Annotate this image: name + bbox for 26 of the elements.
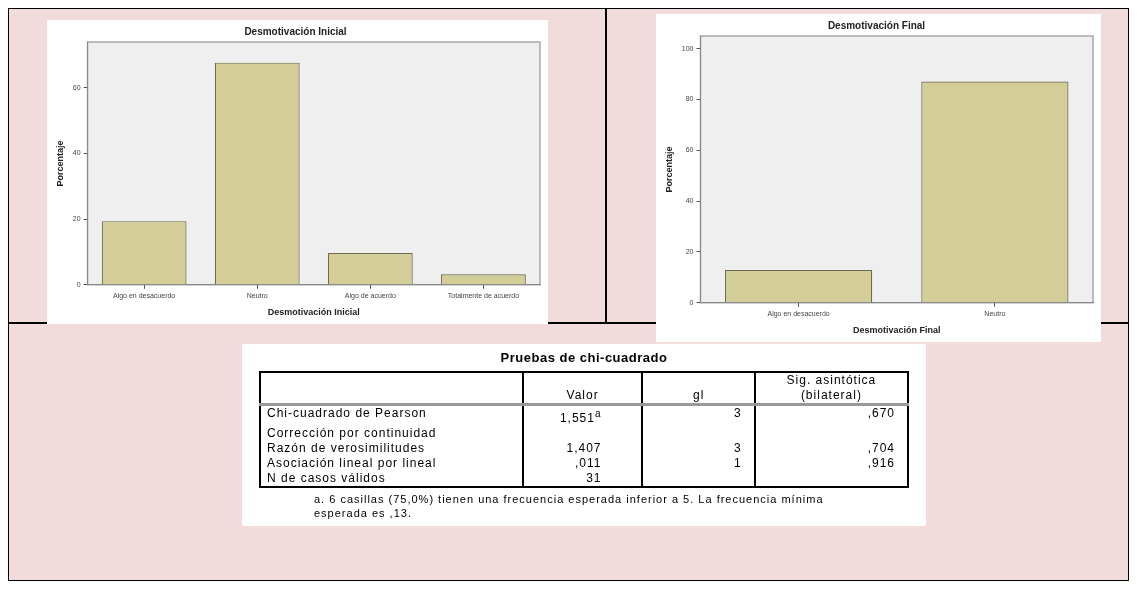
text: 1,407 xyxy=(566,441,602,455)
x-axis-title: Desmotivación Final xyxy=(852,325,941,336)
text: Pruebas de chi-cuadrado xyxy=(499,350,669,365)
text: a. 6 casillas (75,0%) tienen una frecuencia esperada inferior a 5. La frecuencia mínima esperada es ,13. xyxy=(314,492,825,520)
chart-title: Desmotivación Final xyxy=(827,19,926,31)
category-label: Razón de verosimilitudes xyxy=(267,441,426,455)
text: ,670 xyxy=(867,406,895,420)
text: ,011 xyxy=(575,456,602,470)
text: ,704 xyxy=(867,441,895,455)
text: 3 xyxy=(734,406,742,420)
text: 3 xyxy=(734,441,742,455)
category-label: Asociación lineal por lineal xyxy=(267,456,437,470)
chart-title: Desmotivación Inicial xyxy=(244,25,347,37)
x-axis-title: Desmotivación Inicial xyxy=(267,307,360,318)
category-label: Sig. asintótica (bilateral) xyxy=(754,372,908,405)
text: ,916 xyxy=(867,456,895,470)
category-label: N de casos válidos xyxy=(267,471,386,485)
category-label: Valor xyxy=(522,372,643,405)
category-label: gl xyxy=(642,372,755,405)
text: 1,551$^{a}$ xyxy=(559,408,602,425)
y-axis-title: Porcentaje xyxy=(663,146,674,193)
category-label: Chi-cuadrado de Pearson xyxy=(267,406,427,420)
y-axis-title: Porcentaje xyxy=(54,140,65,187)
text: 31 xyxy=(586,471,602,485)
category-label: Corrección por continuidad xyxy=(267,426,437,440)
text: 1 xyxy=(734,456,742,470)
